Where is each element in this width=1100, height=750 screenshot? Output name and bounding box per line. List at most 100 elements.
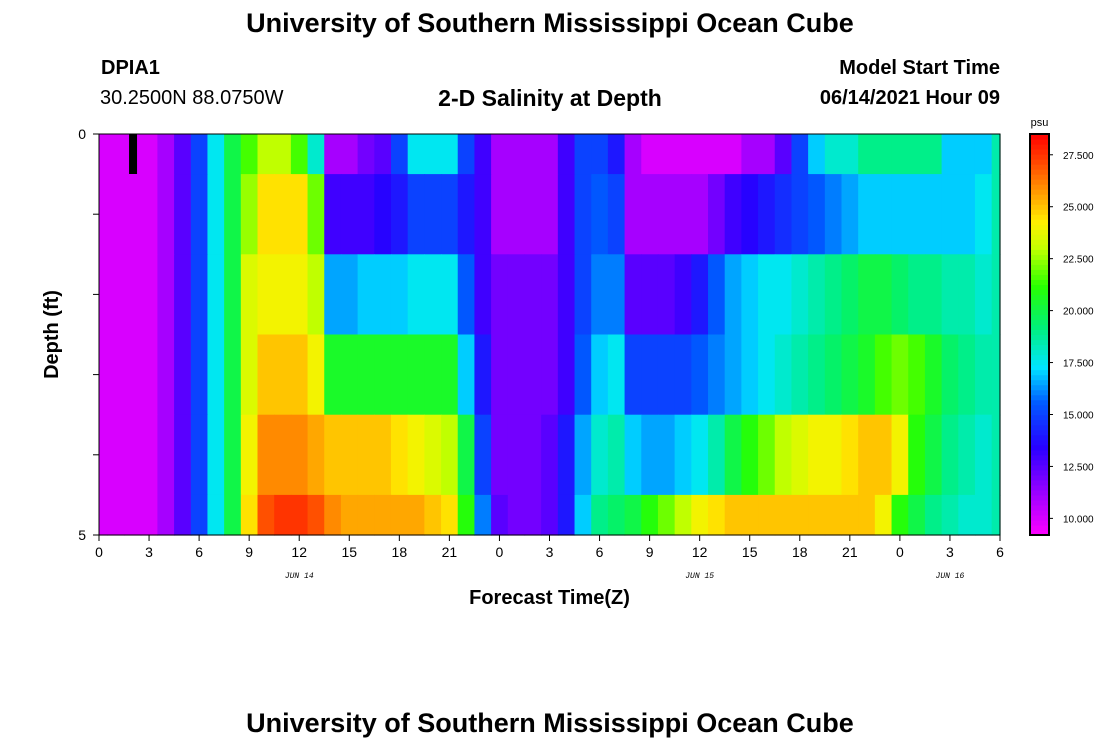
heatmap-cell (991, 134, 1001, 175)
heatmap-cell (274, 134, 292, 175)
colorbar-segment (1030, 349, 1049, 356)
heatmap-cell (207, 254, 225, 336)
heatmap-cell (941, 134, 959, 175)
heatmap-cell (741, 134, 759, 175)
heatmap-cell (290, 254, 309, 336)
colorbar-tick-label: 12.500 (1063, 462, 1094, 473)
x-tick-label: 6 (195, 544, 203, 560)
heatmap-cell (224, 494, 242, 536)
colorbar-segment (1030, 334, 1049, 341)
heatmap-cell (407, 254, 425, 336)
colorbar-segment (1030, 374, 1049, 381)
x-tick-label: 0 (496, 544, 504, 560)
colorbar-segment (1030, 204, 1049, 210)
heatmap-cell (174, 414, 192, 496)
heatmap-cell (340, 134, 359, 175)
heatmap-cell (891, 134, 909, 175)
heatmap-cell (240, 414, 259, 496)
heatmap-cell (340, 334, 359, 416)
heatmap-cell (991, 414, 1001, 496)
heatmap-cell (591, 134, 609, 175)
colorbar-segment (1030, 154, 1049, 160)
x-tick-label: 0 (95, 544, 103, 560)
colorbar-segment (1030, 459, 1049, 466)
colorbar-segment (1030, 519, 1049, 526)
colorbar-tick-label: 15.000 (1063, 410, 1094, 421)
heatmap-cell (424, 334, 442, 416)
colorbar-segment (1030, 139, 1049, 145)
colorbar-segment (1030, 434, 1049, 441)
heatmap-cell (274, 174, 292, 255)
heatmap-cell (374, 174, 392, 255)
heatmap-cell (891, 334, 909, 416)
colorbar-segment (1030, 389, 1049, 396)
x-tick-label: 6 (996, 544, 1004, 560)
heatmap-cell (507, 414, 526, 496)
colorbar-segment (1030, 504, 1049, 511)
heatmap-cell (99, 254, 108, 336)
heatmap-cell (357, 254, 375, 336)
colorbar-tick-label: 10.000 (1063, 514, 1094, 525)
heatmap-cell (774, 134, 793, 175)
heatmap-cell (924, 134, 943, 175)
heatmap-cell (758, 494, 776, 536)
heatmap-cell (424, 134, 442, 175)
colorbar-segment (1030, 404, 1049, 411)
heatmap-cell (607, 334, 626, 416)
y-tick-label: 5 (78, 527, 86, 543)
heatmap-cell (824, 414, 843, 496)
heatmap-cell (908, 134, 926, 175)
heatmap-cell (374, 134, 392, 175)
heatmap-cell (858, 494, 876, 536)
heatmap-cell (641, 414, 659, 496)
colorbar-segment (1030, 329, 1049, 336)
heatmap-cell (858, 134, 876, 175)
colorbar-tick-label: 25.000 (1063, 203, 1094, 214)
heatmap-cell (841, 174, 859, 255)
x-tick-label: 3 (546, 544, 554, 560)
colorbar-segment (1030, 234, 1049, 240)
colorbar-segment (1030, 224, 1049, 230)
colorbar-segment (1030, 294, 1049, 301)
heatmap-cell (991, 174, 1001, 255)
heatmap-cell (908, 254, 926, 336)
heatmap-cell (674, 494, 692, 536)
heatmap-cell (507, 174, 526, 255)
heatmap-cell (774, 254, 793, 336)
colorbar-segment (1030, 189, 1049, 195)
heatmap-cell (641, 334, 659, 416)
heatmap-cell (891, 254, 909, 336)
heatmap-cell (874, 174, 893, 255)
colorbar-tick-label: 17.500 (1063, 359, 1094, 370)
y-axis-label: Depth (ft) (41, 290, 63, 379)
heatmap-cell (124, 334, 142, 416)
heatmap-cell (140, 174, 158, 255)
heatmap-cell (390, 254, 409, 336)
heatmap-cell (657, 134, 676, 175)
heatmap-cell (557, 254, 576, 336)
heatmap-cell (390, 414, 409, 496)
heatmap-cell (107, 494, 125, 536)
heatmap-cell (390, 174, 409, 255)
heatmap-cell (240, 334, 259, 416)
heatmap-cell (958, 174, 976, 255)
heatmap-cell (924, 254, 943, 336)
heatmap-cell (324, 254, 342, 336)
heatmap-cell (974, 174, 993, 255)
colorbar-segment (1030, 269, 1049, 275)
heatmap-cell (607, 174, 626, 255)
heatmap-cell (708, 494, 726, 536)
colorbar-segment (1030, 359, 1049, 366)
heatmap-cell (774, 494, 793, 536)
colorbar-segment (1030, 199, 1049, 205)
colorbar-segment (1030, 209, 1049, 215)
heatmap-cell (708, 254, 726, 336)
heatmap-cell (941, 334, 959, 416)
heatmap-cell (724, 494, 742, 536)
heatmap-cell (257, 174, 275, 255)
heatmap-cell (958, 414, 976, 496)
heatmap-cell (841, 494, 859, 536)
heatmap-cell (708, 334, 726, 416)
colorbar-segment (1030, 259, 1049, 265)
heatmap-cell (207, 414, 225, 496)
